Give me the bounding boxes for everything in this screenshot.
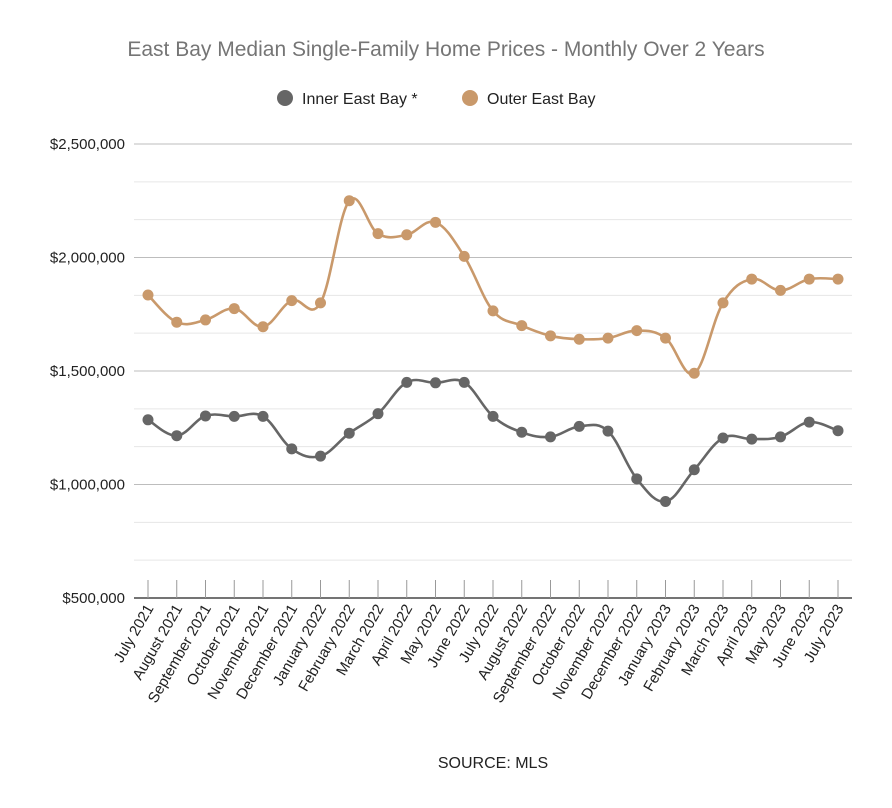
data-point [803, 416, 815, 428]
data-point [602, 425, 614, 437]
data-point [200, 314, 211, 326]
data-point [660, 496, 671, 508]
legend-marker-inner [277, 90, 293, 106]
data-point [746, 433, 758, 445]
data-point [372, 228, 384, 240]
data-point [228, 410, 240, 422]
data-point [660, 332, 671, 344]
data-point [343, 427, 355, 439]
data-point [545, 330, 556, 342]
data-point [516, 320, 528, 332]
y-axis-ticks: $500,000 $1,000,000 $1,500,000 $2,000,000 $2… [50, 136, 125, 607]
data-point [573, 333, 585, 345]
data-point [487, 410, 499, 422]
data-point [142, 414, 154, 426]
legend-marker-outer [462, 90, 478, 106]
y-tick-label: $1,500,000 [50, 363, 125, 380]
data-point [631, 325, 643, 337]
gridlines [134, 143, 852, 561]
data-point [516, 426, 528, 438]
data-point [286, 443, 298, 455]
data-point [343, 195, 355, 207]
data-point [458, 250, 470, 262]
series [142, 195, 844, 508]
y-tick-label: $2,000,000 [50, 250, 125, 267]
y-tick-label: $2,500,000 [50, 136, 125, 153]
data-point [631, 473, 643, 485]
legend-label-inner: Inner East Bay * [302, 91, 418, 108]
data-point [171, 316, 183, 328]
data-point [315, 450, 326, 462]
data-point [171, 430, 183, 442]
data-point [803, 273, 815, 285]
data-point [487, 305, 499, 317]
series-inner-east-bay [142, 376, 844, 508]
data-point [832, 273, 844, 285]
data-point [775, 284, 786, 296]
data-point [430, 216, 441, 228]
chart-title: East Bay Median Single-Family Home Price… [127, 38, 764, 61]
data-point [458, 376, 470, 388]
data-point [775, 431, 786, 443]
data-point [832, 425, 844, 437]
data-point [228, 303, 240, 315]
data-point [746, 273, 758, 285]
data-point [717, 432, 729, 444]
data-point [257, 410, 269, 422]
data-point [286, 295, 298, 307]
legend-item-inner: Inner East Bay * [277, 90, 418, 108]
data-point [573, 420, 585, 432]
legend-item-outer: Outer East Bay [462, 90, 596, 108]
data-point [688, 367, 700, 379]
series-line [146, 197, 840, 376]
data-point [717, 297, 729, 309]
data-point [688, 464, 700, 476]
data-point [372, 408, 384, 420]
data-point [257, 321, 269, 333]
data-point [315, 297, 326, 309]
data-point [401, 376, 413, 388]
data-point [142, 289, 154, 301]
series-outer-east-bay [142, 195, 844, 379]
source-note: SOURCE: MLS [438, 755, 548, 772]
y-tick-label: $1,000,000 [50, 477, 125, 494]
data-point [430, 377, 441, 389]
data-point [602, 332, 614, 344]
data-point [200, 410, 211, 422]
y-tick-label: $500,000 [62, 590, 125, 607]
data-point [401, 229, 413, 241]
legend-label-outer: Outer East Bay [487, 91, 596, 108]
series-line [146, 378, 840, 503]
data-point [545, 431, 556, 443]
legend: Inner East Bay * Outer East Bay [277, 90, 596, 108]
